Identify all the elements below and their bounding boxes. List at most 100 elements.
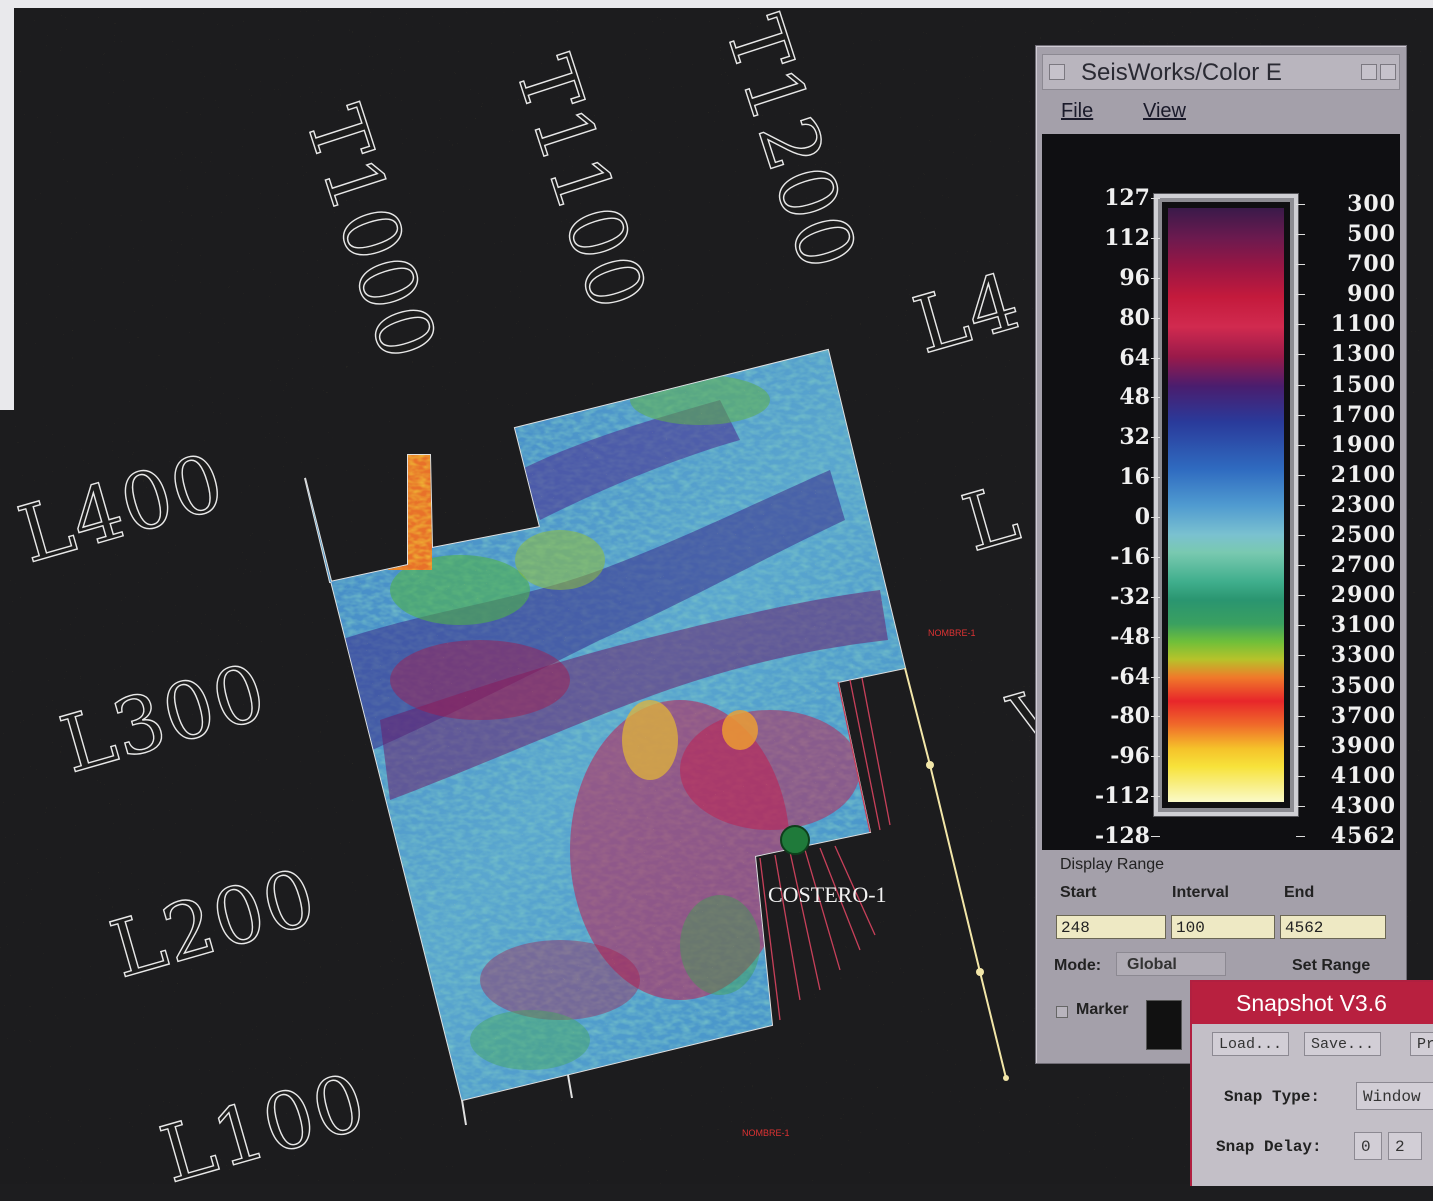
colorbar-left-tick: -64: [1110, 663, 1150, 690]
color-scale-bar[interactable]: [1154, 194, 1298, 816]
colorbar-right-tick-mark: [1296, 234, 1305, 236]
colorbar-right-tick: 500: [1347, 221, 1396, 248]
interval-input[interactable]: 100: [1171, 915, 1275, 939]
end-input[interactable]: 4562: [1280, 915, 1386, 939]
colorbar-panel: 127 112 96 80 64 48 32 16 0 -16 -32 -48 -64 -80 -96 -11…: [1042, 134, 1400, 850]
colorbar-right-tick-mark: [1296, 324, 1305, 326]
colorbar-left-tick-mark: [1151, 756, 1160, 758]
colorbar-window-title: SeisWorks/Color E: [1081, 59, 1282, 86]
colorbar-right-tick-mark: [1296, 384, 1305, 386]
colorbar-right-tick: 900: [1347, 281, 1396, 308]
well-name-label: COSTERO-1: [768, 882, 887, 907]
menu-view[interactable]: View: [1143, 100, 1186, 122]
colorbar-right-tick-mark: [1296, 294, 1305, 296]
colorbar-left-tick-mark: [1151, 198, 1160, 199]
colorbar-left-tick: -16: [1110, 543, 1150, 570]
colorbar-right-tick: 4100: [1330, 762, 1396, 789]
snap-delay-label: Snap Delay:: [1216, 1138, 1322, 1156]
colorbar-left-tick-mark: [1151, 317, 1160, 319]
colorbar-right-tick: 4300: [1330, 792, 1396, 819]
snapshot-window-title: Snapshot V3.6: [1236, 990, 1387, 1016]
colorbar-left-tick-mark: [1151, 596, 1160, 598]
set-range-button[interactable]: Set Range: [1292, 957, 1371, 974]
colorbar-left-tick-mark: [1151, 277, 1160, 279]
colorbar-left-tick: 32: [1119, 424, 1150, 451]
marker-checkbox[interactable]: [1056, 1006, 1068, 1018]
end-label: End: [1284, 884, 1315, 901]
snapshot-titlebar[interactable]: Snapshot V3.6: [1192, 982, 1433, 1024]
snapshot-load-button[interactable]: Load...: [1212, 1032, 1290, 1056]
colorbar-left-tick: 80: [1119, 304, 1150, 331]
colorbar-left-tick: 64: [1119, 344, 1150, 371]
colorbar-right-tick-mark: [1296, 565, 1305, 567]
snapshot-print-button[interactable]: Pr: [1410, 1032, 1433, 1056]
colorbar-right-tick-mark: [1296, 655, 1305, 657]
colorbar-right-tick: 2500: [1330, 522, 1396, 549]
snap-type-select[interactable]: Window: [1356, 1082, 1433, 1110]
colorbar-right-tick-mark: [1296, 204, 1305, 205]
well-track-line: [904, 667, 1007, 1079]
colorbar-left-tick: 96: [1119, 264, 1150, 291]
colorbar-left-tick: 48: [1119, 384, 1150, 411]
colorbar-right-tick: 1300: [1330, 341, 1396, 368]
snap-type-label: Snap Type:: [1224, 1088, 1321, 1106]
colorbar-left-tick: -128: [1094, 823, 1150, 849]
colorbar-right-tick-mark: [1296, 715, 1305, 717]
colorbar-right-tick: 1100: [1330, 311, 1396, 338]
mode-select[interactable]: Global: [1116, 952, 1226, 976]
snapshot-save-button[interactable]: Save...: [1304, 1032, 1382, 1056]
colorbar-right-tick-mark: [1296, 264, 1305, 266]
colorbar-right-tick: 2100: [1330, 461, 1396, 488]
colorbar-right-tick: 1500: [1330, 371, 1396, 398]
colorbar-left-tick: -32: [1110, 583, 1150, 610]
colorbar-right-tick-mark: [1296, 595, 1305, 597]
colorbar-right-tick: 2300: [1330, 491, 1396, 518]
well-tag-upper: NOMBRE-1: [928, 628, 976, 638]
colorbar-left-tick: -96: [1110, 743, 1150, 770]
interval-label: Interval: [1172, 884, 1229, 901]
window-menu-icon[interactable]: [1049, 64, 1065, 80]
colorbar-titlebar[interactable]: SeisWorks/Color E: [1042, 54, 1400, 90]
colorbar-right-tick: 3700: [1330, 702, 1396, 729]
marker-color-swatch[interactable]: [1146, 1000, 1182, 1050]
snapshot-window: Snapshot V3.6 Load... Save... Pr Snap Ty…: [1190, 980, 1433, 1186]
colorbar-left-tick: 16: [1119, 464, 1150, 491]
colorbar-right-tick-mark: [1296, 745, 1305, 747]
colorbar-right-tick: 1700: [1330, 401, 1396, 428]
colorbar-left-tick-mark: [1151, 796, 1160, 798]
colorbar-right-tick: 3100: [1330, 612, 1396, 639]
snap-delay-box-1[interactable]: 0: [1354, 1132, 1382, 1160]
colorbar-left-tick: 0: [1134, 504, 1150, 530]
start-label: Start: [1060, 884, 1097, 901]
colorbar-right-tick: 300: [1347, 191, 1396, 217]
minimize-icon[interactable]: [1361, 64, 1377, 80]
well-marker-icon[interactable]: [780, 825, 810, 855]
colorbar-left-tick-mark: [1151, 477, 1160, 479]
colorbar-left-tick-mark: [1151, 517, 1160, 518]
colorbar-right-tick: 700: [1347, 251, 1396, 278]
colorbar-window: SeisWorks/Color E File View 127 112 96 80 64…: [1035, 45, 1407, 1064]
colorbar-right-tick: 1900: [1330, 431, 1396, 458]
colorbar-right-tick-mark: [1296, 474, 1305, 476]
colorbar-right-tick-mark: [1296, 625, 1305, 627]
fault-lines: [759, 677, 891, 1021]
colorbar-right-tick: 3900: [1330, 732, 1396, 759]
marker-label: Marker: [1076, 1001, 1129, 1018]
display-range-label: Display Range: [1060, 856, 1165, 873]
maximize-icon[interactable]: [1380, 64, 1396, 80]
well-tag-lower: NOMBRE-1: [742, 1128, 790, 1138]
start-input[interactable]: 248: [1056, 915, 1166, 939]
colorbar-left-tick-mark: [1151, 636, 1160, 638]
colorbar-right-tick-mark: [1296, 836, 1305, 837]
snap-delay-box-2[interactable]: 2: [1388, 1132, 1422, 1160]
colorbar-left-tick-mark: [1151, 836, 1160, 837]
colorbar-right-tick-mark: [1296, 685, 1305, 687]
menu-file[interactable]: File: [1061, 100, 1094, 122]
colorbar-left-tick: -80: [1110, 703, 1150, 730]
colorbar-right-tick-mark: [1296, 414, 1305, 416]
colorbar-right-tick: 3500: [1330, 672, 1396, 699]
colorbar-left-tick: -48: [1110, 623, 1150, 650]
colorbar-right-tick-mark: [1296, 354, 1305, 356]
colorbar-left-tick-mark: [1151, 437, 1160, 439]
colorbar-left-tick-mark: [1151, 397, 1160, 399]
